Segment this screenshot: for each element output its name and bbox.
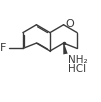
Text: O: O — [65, 19, 74, 29]
Text: HCl: HCl — [68, 64, 86, 74]
Text: NH₂: NH₂ — [67, 55, 87, 65]
Polygon shape — [63, 43, 68, 54]
Text: F: F — [0, 43, 7, 53]
